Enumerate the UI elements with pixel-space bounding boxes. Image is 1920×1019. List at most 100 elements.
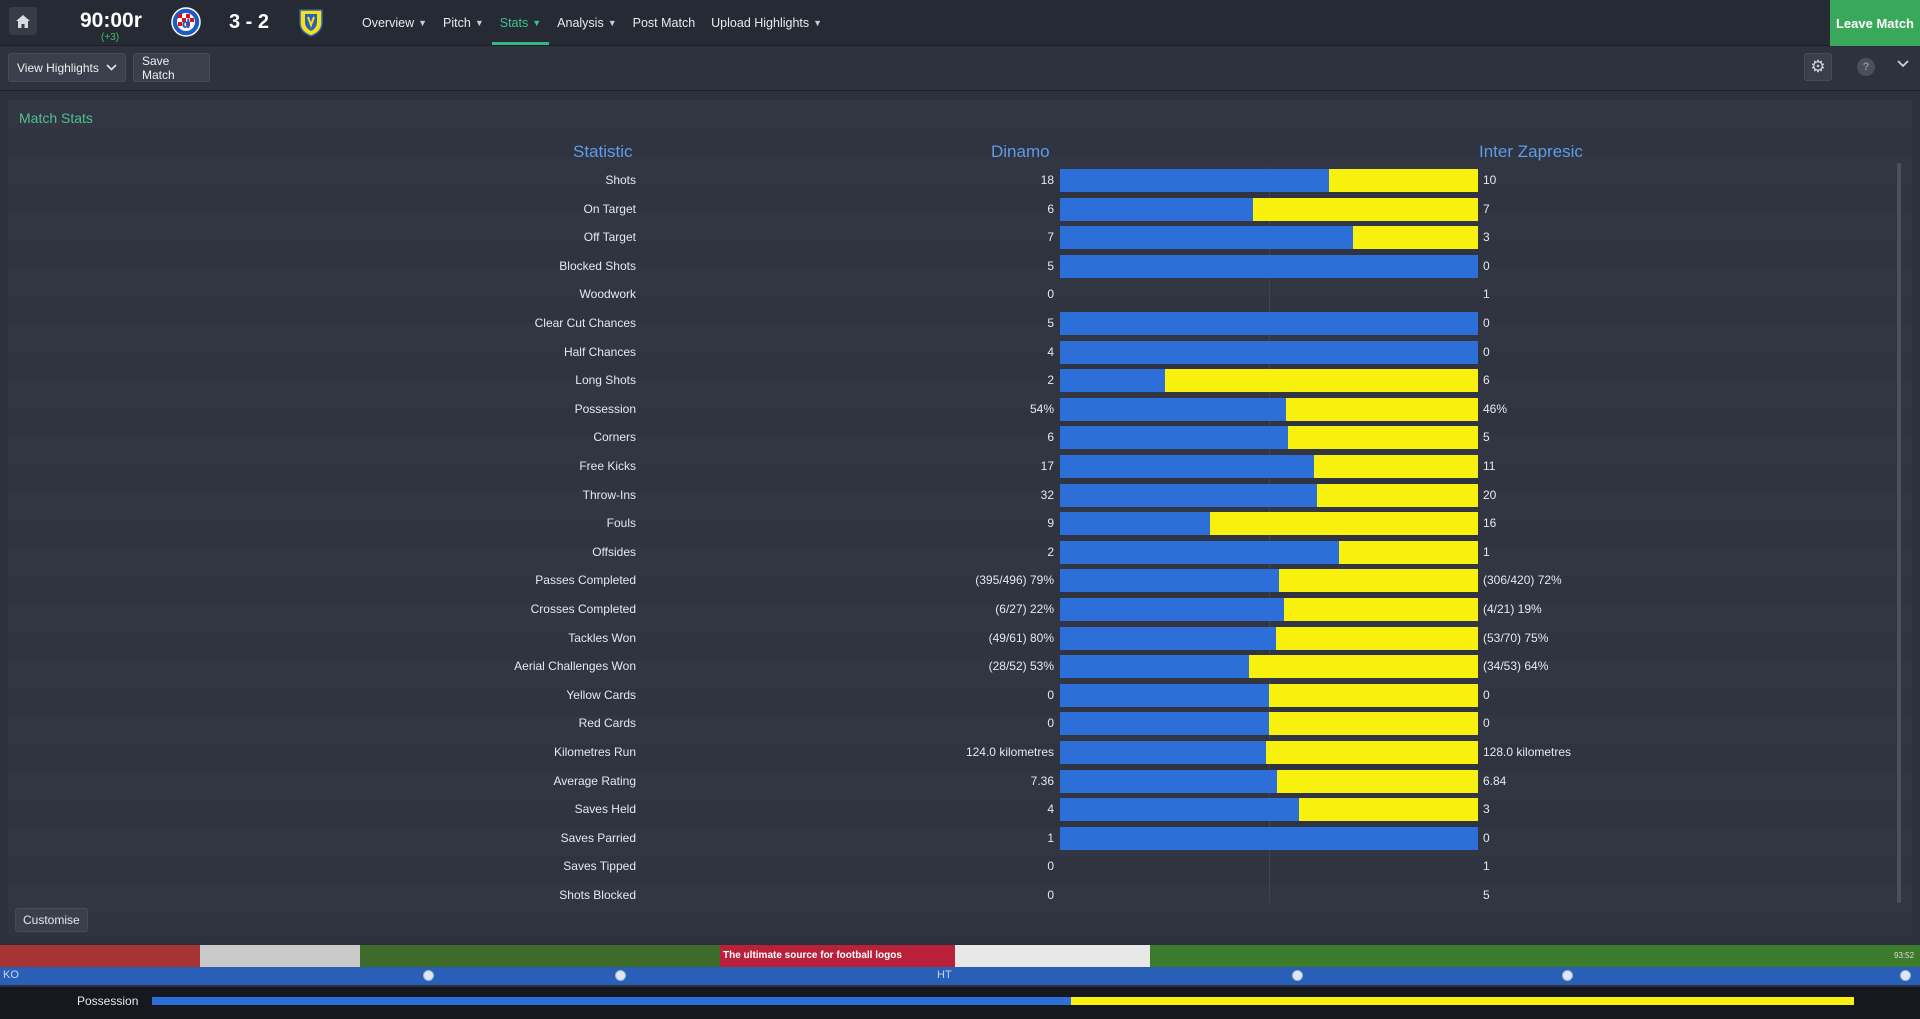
- stat-home-value: 6: [1047, 201, 1054, 216]
- nav-pitch-label: Pitch: [443, 16, 471, 30]
- stat-away-value: 0: [1483, 316, 1490, 330]
- goal-ball-icon[interactable]: [615, 970, 626, 981]
- stat-row: Passes Completed (395/496) 79% (306/420) 7…: [0, 566, 1920, 594]
- chevron-down-icon: [106, 64, 117, 71]
- nav-analysis[interactable]: Analysis ▼: [549, 0, 624, 46]
- settings-button[interactable]: ⚙: [1804, 53, 1832, 81]
- stat-away-value: 1: [1483, 544, 1490, 559]
- timeline-halftime-label: HT: [937, 969, 952, 981]
- home-button[interactable]: [9, 7, 37, 35]
- chevron-down-icon[interactable]: [1897, 60, 1909, 68]
- stat-bar-home-fill: [1060, 712, 1269, 736]
- stat-away-value: 0: [1483, 687, 1490, 702]
- goal-ball-icon[interactable]: [1562, 970, 1573, 981]
- possession-home-fill: [152, 997, 1072, 1005]
- stat-home-value: 0: [1047, 859, 1054, 874]
- pitch-view-strip: [0, 945, 1920, 967]
- column-header-statistic: Statistic: [573, 142, 633, 161]
- match-timeline[interactable]: KO HT: [0, 967, 1920, 985]
- nav-post-match[interactable]: Post Match: [625, 0, 704, 46]
- stat-bar-away-fill: [1275, 626, 1478, 650]
- stat-away-value: 5: [1483, 430, 1490, 445]
- stat-bar-home-fill: [1060, 397, 1286, 421]
- save-match-button[interactable]: Save Match: [133, 53, 210, 82]
- stat-label: Crosses Completed: [530, 602, 636, 616]
- stat-comparison-bar: [1060, 655, 1478, 679]
- stat-away-value: 1: [1483, 859, 1490, 874]
- goal-ball-icon[interactable]: [1292, 970, 1303, 981]
- stat-row: Shots 18 10: [0, 166, 1920, 194]
- stat-label: Shots: [605, 173, 636, 187]
- stat-label: Blocked Shots: [559, 258, 636, 273]
- goal-ball-icon[interactable]: [1900, 970, 1911, 981]
- stat-row: Long Shots 2 6: [0, 366, 1920, 394]
- scrollbar[interactable]: [1897, 163, 1901, 903]
- stat-comparison-bar: [1060, 340, 1478, 364]
- chevron-down-icon: ▼: [532, 18, 542, 28]
- nav-stats[interactable]: Stats ▼: [491, 0, 550, 46]
- stat-row: Aerial Challenges Won (28/52) 53% (34/53) …: [0, 652, 1920, 680]
- customise-button[interactable]: Customise: [15, 908, 88, 932]
- stat-bar-home-fill: [1060, 626, 1276, 650]
- leave-match-button[interactable]: Leave Match: [1830, 0, 1920, 46]
- possession-bar: [152, 997, 1854, 1005]
- possession-away-fill: [1071, 997, 1854, 1005]
- stat-bar-home-fill: [1060, 197, 1253, 221]
- stat-home-value: (28/52) 53%: [988, 659, 1054, 674]
- stat-row: Crosses Completed (6/27) 22% (4/21) 19%: [0, 595, 1920, 623]
- stat-away-value: 3: [1483, 230, 1490, 245]
- nav-upload-highlights[interactable]: Upload Highlights ▼: [703, 0, 830, 46]
- stat-bar-away-fill: [1269, 712, 1478, 736]
- stat-row: Corners 6 5: [0, 423, 1920, 451]
- stat-home-value: 4: [1047, 344, 1054, 359]
- stat-label: Half Chances: [563, 344, 636, 359]
- stat-label: Tackles Won: [568, 630, 636, 645]
- help-icon[interactable]: ?: [1857, 58, 1875, 76]
- stat-away-value: 0: [1483, 830, 1490, 845]
- nav-pitch[interactable]: Pitch ▼: [435, 0, 492, 46]
- stat-home-value: (395/496) 79%: [975, 573, 1054, 588]
- stat-comparison-bar: [1060, 312, 1478, 335]
- stat-comparison-bar: [1060, 226, 1478, 250]
- stat-label: Offsides: [592, 544, 636, 559]
- stat-comparison-bar: [1060, 397, 1478, 421]
- chevron-down-icon: ▼: [474, 18, 484, 28]
- nav-overview[interactable]: Overview ▼: [354, 0, 435, 46]
- stat-row: Kilometres Run 124.0 kilometres 128.0 kilo…: [0, 738, 1920, 766]
- stat-label: Yellow Cards: [566, 687, 636, 702]
- stat-bar-away-fill: [1338, 540, 1478, 564]
- match-score: 3 - 2: [229, 11, 270, 33]
- stat-bar-away-fill: [1328, 169, 1478, 192]
- stat-away-value: 6.84: [1483, 773, 1507, 788]
- stat-away-value: 16: [1483, 516, 1497, 531]
- stat-label: Kilometres Run: [553, 745, 636, 759]
- stat-comparison-bar: [1060, 683, 1478, 707]
- stat-comparison-bar: [1060, 712, 1478, 736]
- stat-away-value: (4/21) 19%: [1483, 602, 1542, 616]
- stat-away-value: 5: [1483, 888, 1490, 902]
- stat-home-value: 0: [1047, 287, 1054, 302]
- dinamo-crest-icon: d: [171, 7, 201, 37]
- stat-label: Clear Cut Chances: [534, 316, 636, 330]
- stat-home-value: 7: [1047, 230, 1054, 245]
- stat-comparison-bar: [1060, 369, 1478, 393]
- stat-bar-away-fill: [1265, 741, 1478, 764]
- stat-home-value: 2: [1047, 373, 1054, 388]
- stat-comparison-bar: [1060, 254, 1478, 278]
- view-highlights-button[interactable]: View Highlights: [8, 53, 126, 82]
- stat-bar-away-fill: [1164, 369, 1478, 393]
- stat-row: Saves Parried 1 0: [0, 824, 1920, 852]
- stat-home-value: 18: [1040, 173, 1054, 187]
- stat-bar-home-fill: [1060, 254, 1478, 278]
- stat-row: Off Target 7 3: [0, 223, 1920, 251]
- stat-home-value: (49/61) 80%: [988, 630, 1054, 645]
- stat-bar-away-fill: [1313, 455, 1478, 478]
- stat-label: Saves Tipped: [563, 859, 636, 874]
- nav-analysis-label: Analysis: [557, 16, 604, 30]
- stat-comparison-bar: [1060, 169, 1478, 192]
- stat-comparison-bar: [1060, 569, 1478, 593]
- stat-comparison-bar: [1060, 826, 1478, 850]
- goal-ball-icon[interactable]: [423, 970, 434, 981]
- stat-label: Free Kicks: [579, 459, 636, 473]
- stat-row: Clear Cut Chances 5 0: [0, 309, 1920, 337]
